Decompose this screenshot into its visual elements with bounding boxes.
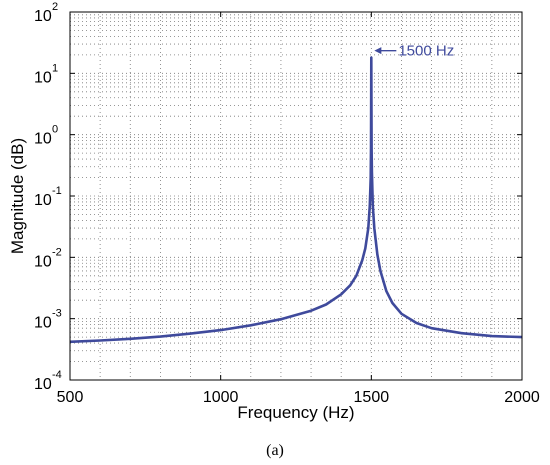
peak-annotation: 1500 Hz xyxy=(374,43,454,60)
x-tick-labels: 500 1000 1500 2000 xyxy=(57,389,540,406)
x-tick-label: 1000 xyxy=(203,389,239,406)
x-axis-label: Frequency (Hz) xyxy=(237,403,354,422)
grid xyxy=(70,12,522,380)
y-tick-label: 10-1 xyxy=(34,185,62,209)
y-tick-label: 101 xyxy=(34,62,58,86)
y-tick-exponent: -1 xyxy=(52,185,62,197)
y-tick-base: 10 xyxy=(34,131,52,148)
y-tick-base: 10 xyxy=(34,253,52,270)
x-tick-label: 2000 xyxy=(504,389,540,406)
y-tick-base: 10 xyxy=(34,8,52,25)
y-tick-exponent: 0 xyxy=(52,124,58,136)
tick-marks xyxy=(69,11,523,381)
y-tick-exponent: -2 xyxy=(52,246,62,258)
y-tick-label: 10-3 xyxy=(34,308,62,332)
y-axis-label: Magnitude (dB) xyxy=(8,138,27,254)
y-tick-base: 10 xyxy=(34,69,52,86)
y-tick-base: 10 xyxy=(34,315,52,332)
x-tick-label: 1500 xyxy=(354,389,390,406)
annotation-arrow-head xyxy=(374,47,382,55)
annotation-label: 1500 Hz xyxy=(398,43,454,60)
series-line xyxy=(69,56,523,344)
y-tick-label: 102 xyxy=(34,1,58,25)
y-tick-exponent: 1 xyxy=(52,62,58,74)
y-tick-exponent: -4 xyxy=(52,369,62,381)
y-tick-exponent: 2 xyxy=(52,1,58,13)
figure-caption: (a) xyxy=(266,442,284,459)
y-tick-base: 10 xyxy=(34,376,52,393)
y-tick-label: 10-2 xyxy=(34,246,62,270)
y-tick-label: 100 xyxy=(34,124,58,148)
y-tick-base: 10 xyxy=(34,192,52,209)
y-tick-label: 10-4 xyxy=(34,369,62,393)
series-group xyxy=(69,56,523,344)
x-tick-label: 500 xyxy=(57,389,84,406)
y-tick-exponent: -3 xyxy=(52,308,62,320)
